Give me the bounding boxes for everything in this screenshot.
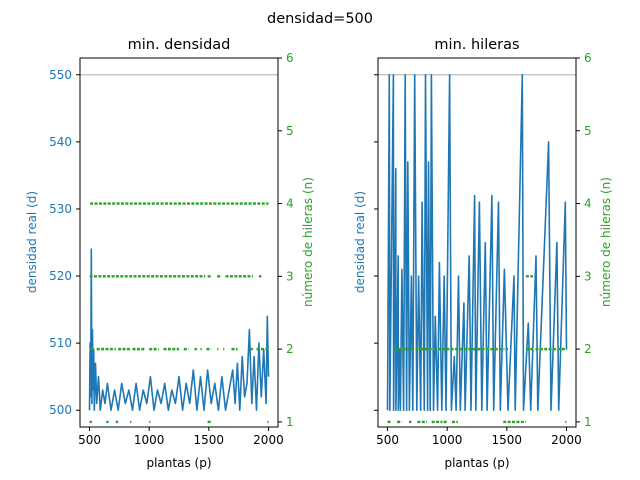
y-tick-label-right: 1 bbox=[286, 415, 294, 429]
y-axis-label-left: densidad real (d) bbox=[353, 191, 367, 293]
y-tick-label-right: 1 bbox=[584, 415, 592, 429]
x-tick-label: 500 bbox=[376, 433, 399, 447]
plot-frame bbox=[79, 57, 279, 428]
y-tick-label-left: 510 bbox=[49, 336, 72, 350]
y-tick-label-right: 3 bbox=[584, 269, 592, 283]
plot-frame bbox=[377, 57, 577, 428]
x-tick-label: 1500 bbox=[194, 433, 225, 447]
x-tick-label: 2000 bbox=[253, 433, 284, 447]
subplot-title: min. densidad bbox=[128, 37, 231, 53]
y-tick-label-left: 540 bbox=[49, 135, 72, 149]
y-tick-label-right: 6 bbox=[286, 51, 294, 65]
density-line bbox=[386, 74, 568, 412]
y-tick-label-right: 4 bbox=[286, 197, 294, 211]
figure-suptitle: densidad=500 bbox=[267, 11, 373, 27]
x-tick-label: 1000 bbox=[432, 433, 463, 447]
y-tick-label-right: 3 bbox=[286, 269, 294, 283]
x-tick-label: 2000 bbox=[551, 433, 582, 447]
subplot-title: min. hileras bbox=[434, 37, 519, 53]
y-tick-label-right: 5 bbox=[286, 124, 294, 138]
y-axis-label-left: densidad real (d) bbox=[25, 191, 39, 293]
y-tick-label-left: 500 bbox=[49, 403, 72, 417]
y-tick-label-right: 2 bbox=[584, 342, 592, 356]
y-tick-label-right: 4 bbox=[584, 197, 592, 211]
subplot-min-densidad: min. densidad plantas (p) densidad real … bbox=[25, 37, 315, 470]
y-tick-label-right: 5 bbox=[584, 124, 592, 138]
y-axis-label-right: número de hileras (n) bbox=[599, 177, 613, 307]
x-tick-label: 1500 bbox=[492, 433, 523, 447]
y-tick-label-left: 530 bbox=[49, 202, 72, 216]
x-tick-label: 1000 bbox=[134, 433, 165, 447]
density-line bbox=[88, 248, 270, 412]
x-axis-label: plantas (p) bbox=[146, 456, 211, 470]
y-tick-label-right: 2 bbox=[286, 342, 294, 356]
x-axis-label: plantas (p) bbox=[444, 456, 509, 470]
x-tick-label: 500 bbox=[78, 433, 101, 447]
y-tick-label-left: 520 bbox=[49, 269, 72, 283]
y-tick-label-right: 6 bbox=[584, 51, 592, 65]
subplot-min-hileras: min. hileras plantas (p) densidad real (… bbox=[353, 37, 613, 470]
y-axis-label-right: número de hileras (n) bbox=[301, 177, 315, 307]
y-tick-label-left: 550 bbox=[49, 68, 72, 82]
